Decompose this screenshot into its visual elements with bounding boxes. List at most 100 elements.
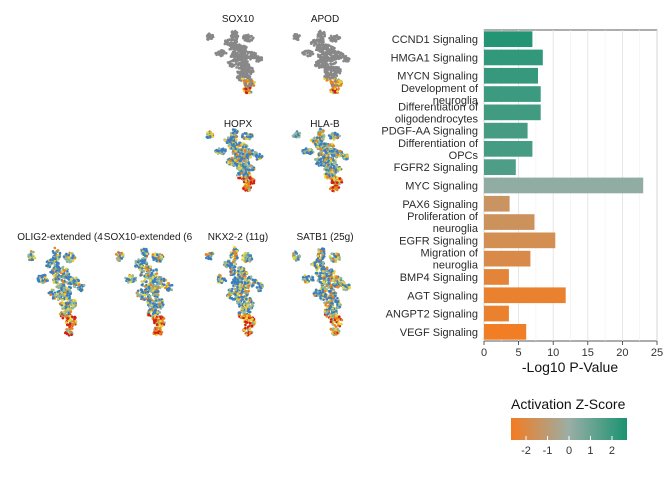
umap-point xyxy=(246,133,250,137)
umap-point xyxy=(223,260,227,264)
umap-point xyxy=(254,52,258,55)
umap-point xyxy=(207,32,211,35)
umap-point xyxy=(326,167,330,170)
umap-point xyxy=(142,253,145,256)
umap-point xyxy=(319,272,322,275)
umap-point xyxy=(240,290,244,293)
umap-point xyxy=(333,284,337,288)
umap-point xyxy=(249,70,253,73)
umap-point xyxy=(156,253,159,257)
umap-point xyxy=(156,283,160,287)
umap-point xyxy=(150,286,153,290)
umap-point xyxy=(336,256,340,260)
umap-point xyxy=(237,76,241,80)
umap-point xyxy=(242,35,246,39)
umap-point xyxy=(243,50,247,53)
umap-point xyxy=(140,280,144,283)
umap-point xyxy=(330,147,334,151)
umap-point xyxy=(232,131,235,135)
umap-point xyxy=(229,272,233,276)
umap-point xyxy=(250,152,254,156)
umap-point xyxy=(250,324,254,328)
umap-point xyxy=(316,61,320,64)
umap-point xyxy=(328,255,332,258)
umap-point xyxy=(250,300,253,304)
umap-point xyxy=(128,274,131,278)
umap-point xyxy=(229,268,233,272)
umap-point xyxy=(244,184,247,188)
umap-point xyxy=(68,327,72,331)
umap-point xyxy=(136,292,140,295)
umap-point xyxy=(324,64,328,67)
umap-point xyxy=(239,157,243,160)
umap-point xyxy=(315,258,319,261)
umap-point xyxy=(333,148,336,151)
umap-point xyxy=(66,272,69,275)
umap-point xyxy=(319,296,322,300)
umap-point xyxy=(161,303,165,306)
umap-point xyxy=(317,55,320,58)
umap-point xyxy=(328,147,331,151)
umap-point xyxy=(318,29,322,33)
umap-point xyxy=(321,138,325,141)
umap-point xyxy=(228,48,231,51)
umap-point xyxy=(57,266,60,269)
umap-point xyxy=(156,286,160,290)
umap-point xyxy=(233,276,237,279)
umap-point xyxy=(329,67,333,70)
umap-point xyxy=(235,37,238,40)
umap-point xyxy=(230,30,234,34)
umap-point xyxy=(329,39,333,42)
umap-point xyxy=(249,155,252,159)
umap-point xyxy=(65,259,69,263)
umap-panel: APOD xyxy=(292,14,351,95)
umap-point xyxy=(315,64,319,67)
umap-point xyxy=(316,145,320,149)
umap-point xyxy=(308,148,312,152)
umap-panel-title: APOD xyxy=(311,14,339,25)
umap-point xyxy=(228,38,231,41)
umap-point xyxy=(238,167,242,170)
umap-point xyxy=(344,285,347,288)
umap-point xyxy=(155,272,159,275)
umap-point xyxy=(323,51,326,55)
umap-point xyxy=(318,275,321,278)
umap-point xyxy=(317,40,321,44)
umap-point xyxy=(325,284,329,288)
umap-point xyxy=(240,267,244,271)
umap-point xyxy=(153,280,156,284)
umap-point xyxy=(205,253,209,257)
umap-point xyxy=(53,263,57,267)
umap-point xyxy=(134,261,138,265)
umap-point xyxy=(145,287,148,291)
umap-point xyxy=(327,134,331,137)
umap-point xyxy=(141,295,144,299)
umap-point xyxy=(233,254,237,258)
umap-point xyxy=(314,41,318,44)
umap-point xyxy=(247,319,251,322)
umap-point xyxy=(224,279,228,283)
umap-point xyxy=(230,156,234,160)
umap-point xyxy=(130,279,134,282)
umap-point xyxy=(257,155,261,158)
umap-point xyxy=(74,276,78,280)
umap-point xyxy=(320,39,324,42)
umap-point xyxy=(154,274,157,278)
umap-point xyxy=(322,129,325,132)
umap-point xyxy=(315,272,319,275)
umap-point xyxy=(294,35,297,38)
umap-point xyxy=(69,303,73,306)
umap-point xyxy=(341,55,344,58)
umap-point xyxy=(58,251,62,255)
umap-point xyxy=(229,296,232,300)
umap-point xyxy=(149,310,152,313)
umap-point xyxy=(257,282,261,285)
umap-point xyxy=(325,288,328,291)
umap-point xyxy=(52,296,55,299)
umap-point xyxy=(321,60,325,64)
umap-point xyxy=(245,147,249,151)
umap-point xyxy=(224,51,228,55)
umap-point xyxy=(68,282,72,285)
umap-point xyxy=(221,49,224,52)
umap-point xyxy=(155,329,158,332)
